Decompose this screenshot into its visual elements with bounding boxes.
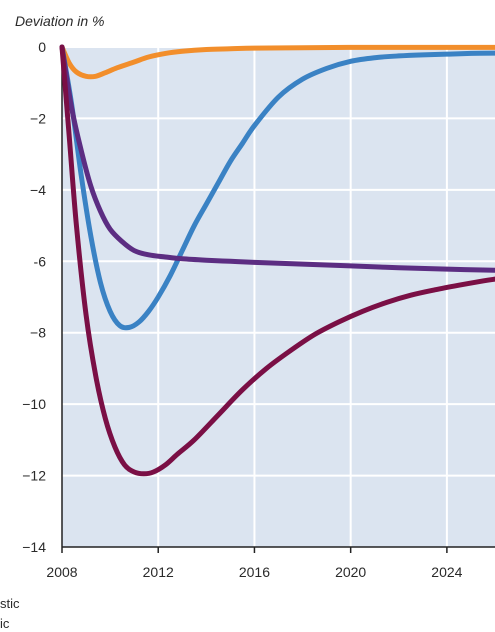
series-line-maroon — [59, 44, 495, 477]
plot-background — [62, 47, 495, 547]
series-line-orange — [59, 44, 495, 80]
y-tick-label: −8 — [30, 325, 46, 341]
y-tick-label: −4 — [30, 182, 46, 198]
y-tick-label: 0 — [38, 39, 46, 55]
series-line-purple — [59, 44, 495, 273]
x-tick-label: 2020 — [335, 564, 366, 580]
gridlines — [62, 46, 495, 547]
series-group — [59, 44, 495, 477]
x-tick-label: 2008 — [46, 564, 77, 580]
y-tick-label: −10 — [22, 396, 46, 412]
y-axis-label: Deviation in % — [15, 13, 105, 29]
legend-entry-fragment: stic — [0, 596, 20, 611]
y-tick-label: −2 — [30, 110, 46, 126]
y-tick-label: −14 — [22, 539, 46, 555]
legend-entry-fragment: ic — [0, 616, 10, 631]
series-line-blue — [59, 44, 495, 331]
x-tick-label: 2012 — [143, 564, 174, 580]
y-tick-label: -6 — [34, 253, 47, 269]
x-tick-label: 2024 — [431, 564, 462, 580]
x-tick-label: 2016 — [239, 564, 270, 580]
y-tick-label: −12 — [22, 468, 46, 484]
